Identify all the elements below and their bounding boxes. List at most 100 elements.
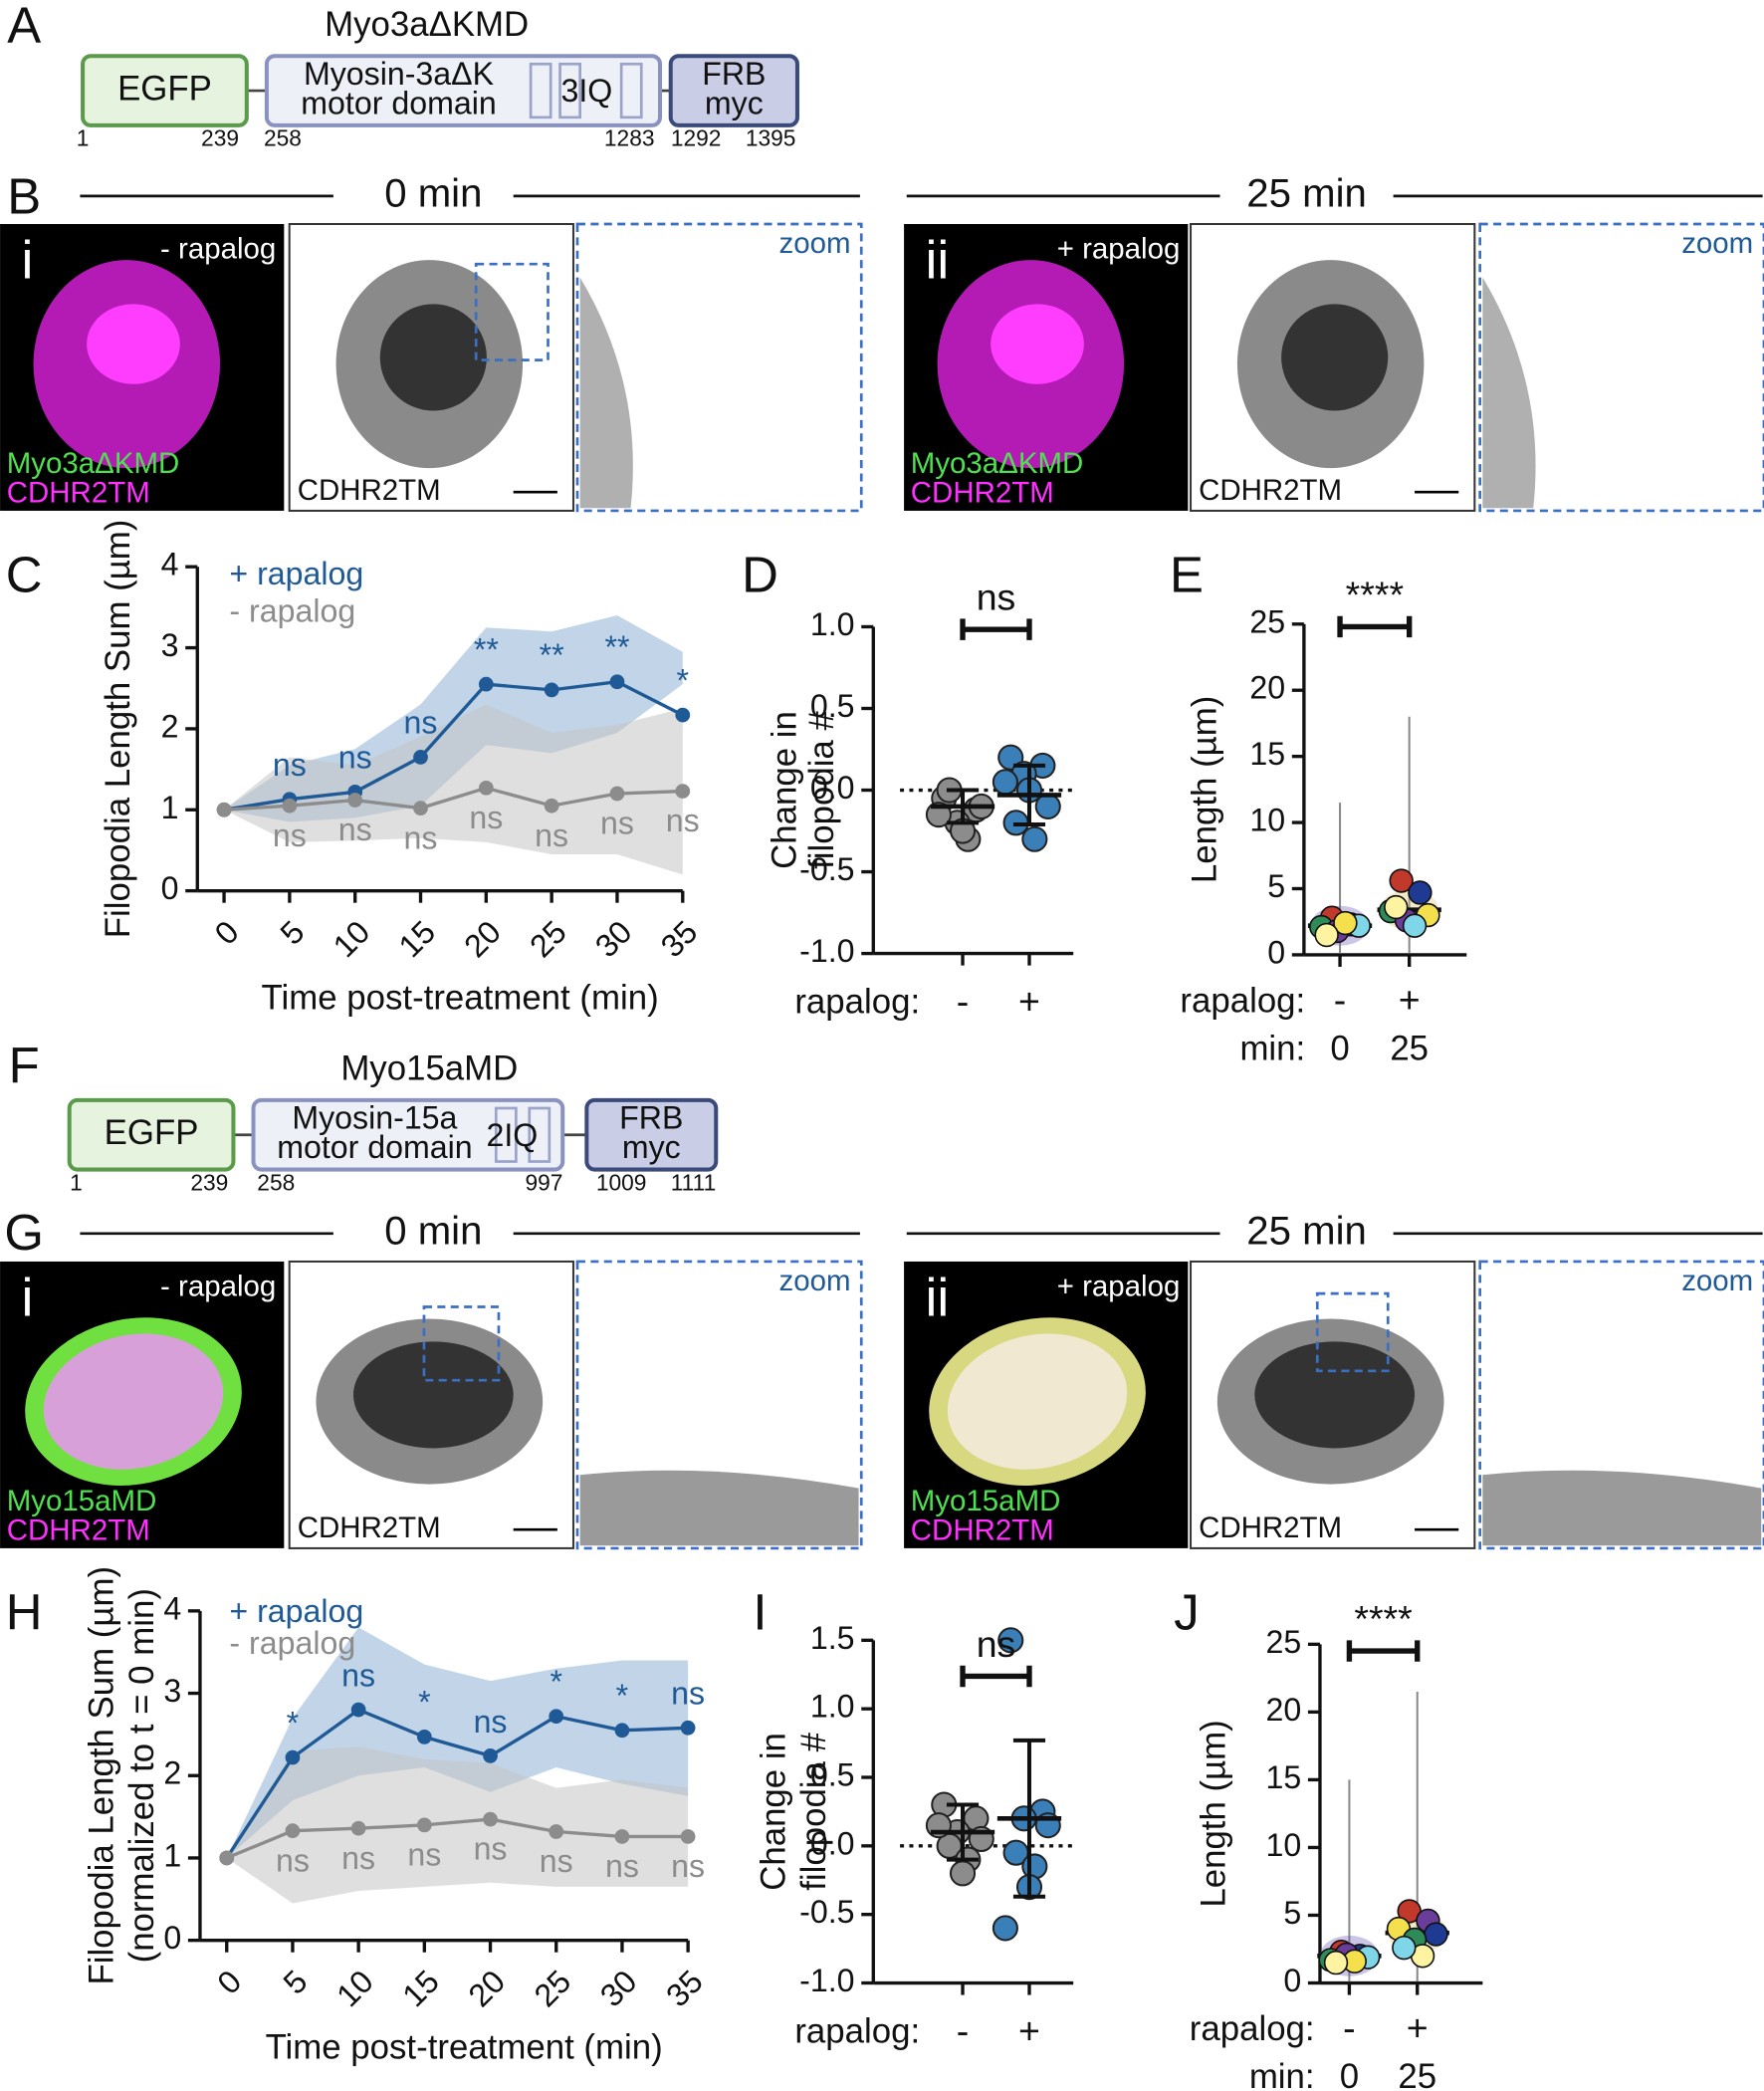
x-tick-label: 0 xyxy=(210,1964,248,2001)
legend-entry: + rapalog xyxy=(229,1593,363,1629)
channel-label: CDHR2TM xyxy=(1199,474,1342,507)
data-point xyxy=(544,798,559,813)
sd-band xyxy=(224,704,683,875)
significance-label: ns xyxy=(341,1840,375,1876)
x-tick-label: 25 xyxy=(528,1964,578,2014)
replicate-mean xyxy=(1392,1935,1417,1961)
channel-label: CDHR2TM xyxy=(1199,1511,1342,1544)
y-axis-label: filopodia # xyxy=(802,711,841,869)
significance-label: ** xyxy=(474,632,499,668)
iq-motif xyxy=(558,62,581,119)
y-axis-label: filopodia # xyxy=(794,1732,833,1890)
y-tick-label: 1.0 xyxy=(810,606,855,642)
channel-label: CDHR2TM xyxy=(7,477,150,510)
x-axis-label: rapalog: xyxy=(1180,981,1305,1020)
y-tick-label: -1.0 xyxy=(799,933,854,969)
x-axis-label: rapalog: xyxy=(1190,2009,1315,2048)
residue-number: 1111 xyxy=(671,1169,717,1195)
panel-letter: A xyxy=(7,0,41,54)
y-tick-label: -0.5 xyxy=(799,1894,854,1930)
data-point xyxy=(1021,825,1048,852)
y-tick-label: 2 xyxy=(161,708,179,744)
cell-gray-core xyxy=(352,1341,514,1449)
domain-label: myc xyxy=(705,85,764,120)
replicate-mean xyxy=(1384,894,1409,920)
series-line xyxy=(223,680,684,812)
y-tick-label: -1.0 xyxy=(799,1963,854,1998)
significance-label: ** xyxy=(540,637,564,673)
x-axis-label: min: xyxy=(1239,1030,1305,1068)
data-point xyxy=(413,801,428,816)
significance-bracket xyxy=(960,618,1032,640)
x-tick-label: 20 xyxy=(461,1964,512,2014)
channel-label: CDHR2TM xyxy=(7,1514,150,1547)
construct-title: Myo3aΔKMD xyxy=(325,5,529,44)
data-point xyxy=(680,1720,696,1736)
x-tick-label: 25 xyxy=(1398,2057,1436,2091)
data-point xyxy=(675,707,691,723)
y-axis-label: Filopodia Length Sum (µm) xyxy=(99,520,137,939)
data-point xyxy=(609,786,625,802)
y-axis-label: (normalized to t = 0 min) xyxy=(122,1588,161,1963)
iq-label: 3IQ xyxy=(560,73,612,109)
x-tick-label: + xyxy=(1018,980,1040,1022)
y-tick-label: 20 xyxy=(1249,670,1285,706)
condition: + rapalog xyxy=(1057,233,1181,266)
x-tick-label: 0 xyxy=(1340,2057,1359,2091)
significance-label: ns xyxy=(671,1676,705,1712)
panel-letter: H xyxy=(6,1584,43,1641)
significance: **** xyxy=(1346,574,1404,615)
y-tick-label: 0.5 xyxy=(810,1756,855,1792)
x-tick-label: 10 xyxy=(330,1964,380,2014)
x-tick-label: + xyxy=(1407,2007,1429,2049)
significance: ns xyxy=(977,1623,1016,1665)
y-tick-label: 0 xyxy=(1267,934,1285,970)
domain-box xyxy=(67,1097,236,1172)
significance-bracket xyxy=(960,1665,1032,1688)
timepoint: 25 min xyxy=(1246,1208,1367,1253)
y-tick-label: 0 xyxy=(161,870,179,906)
significance-label: ns xyxy=(273,817,307,853)
domain-label: motor domain xyxy=(277,1129,472,1165)
channel-label: Myo3aΔKMD xyxy=(7,447,180,480)
data-point xyxy=(680,1829,696,1844)
zoom-label: zoom xyxy=(1681,1265,1753,1297)
replicate-mean xyxy=(1333,910,1358,936)
significance-label: ns xyxy=(276,1842,310,1878)
zoom-label: zoom xyxy=(778,1265,850,1297)
residue-number: 1292 xyxy=(671,125,722,151)
y-tick-label: 1.5 xyxy=(810,1620,855,1656)
data-point xyxy=(549,1709,564,1725)
domain-label: myc xyxy=(622,1129,681,1165)
significance-label: ns xyxy=(338,812,372,847)
panel-numeral: ii xyxy=(926,231,950,290)
channel-label: CDHR2TM xyxy=(911,1514,1054,1547)
iq-motif xyxy=(494,1106,518,1163)
iq-motif xyxy=(619,62,643,119)
significance-label: ns xyxy=(474,1704,508,1740)
significance-label: ns xyxy=(666,803,700,838)
data-point xyxy=(350,1702,366,1718)
zoom-region xyxy=(422,1305,501,1382)
zoom-cell xyxy=(1482,1470,1762,1546)
replicate-mean xyxy=(1424,1922,1448,1947)
channel-label: Myo15aMD xyxy=(7,1485,157,1517)
y-tick-label: 25 xyxy=(1249,603,1285,639)
domain-box xyxy=(584,1097,719,1172)
x-tick-label: 0 xyxy=(208,914,246,952)
y-tick-label: 0.5 xyxy=(810,688,855,724)
channel-label: CDHR2TM xyxy=(298,1511,441,1544)
y-tick-label: 0.0 xyxy=(810,770,855,806)
panel-letter: E xyxy=(1170,547,1204,603)
y-tick-label: 5 xyxy=(1283,1895,1301,1931)
y-tick-label: 2 xyxy=(163,1755,181,1791)
significance-bracket xyxy=(1346,1640,1421,1662)
zoom-region xyxy=(1315,1291,1390,1373)
significance: ns xyxy=(977,577,1016,618)
x-axis-label: Time post-treatment (min) xyxy=(262,979,659,1018)
x-tick-label: 15 xyxy=(395,1964,446,2014)
x-tick-label: 20 xyxy=(457,914,508,965)
legend-entry: - rapalog xyxy=(229,593,355,629)
data-point xyxy=(992,769,1018,796)
